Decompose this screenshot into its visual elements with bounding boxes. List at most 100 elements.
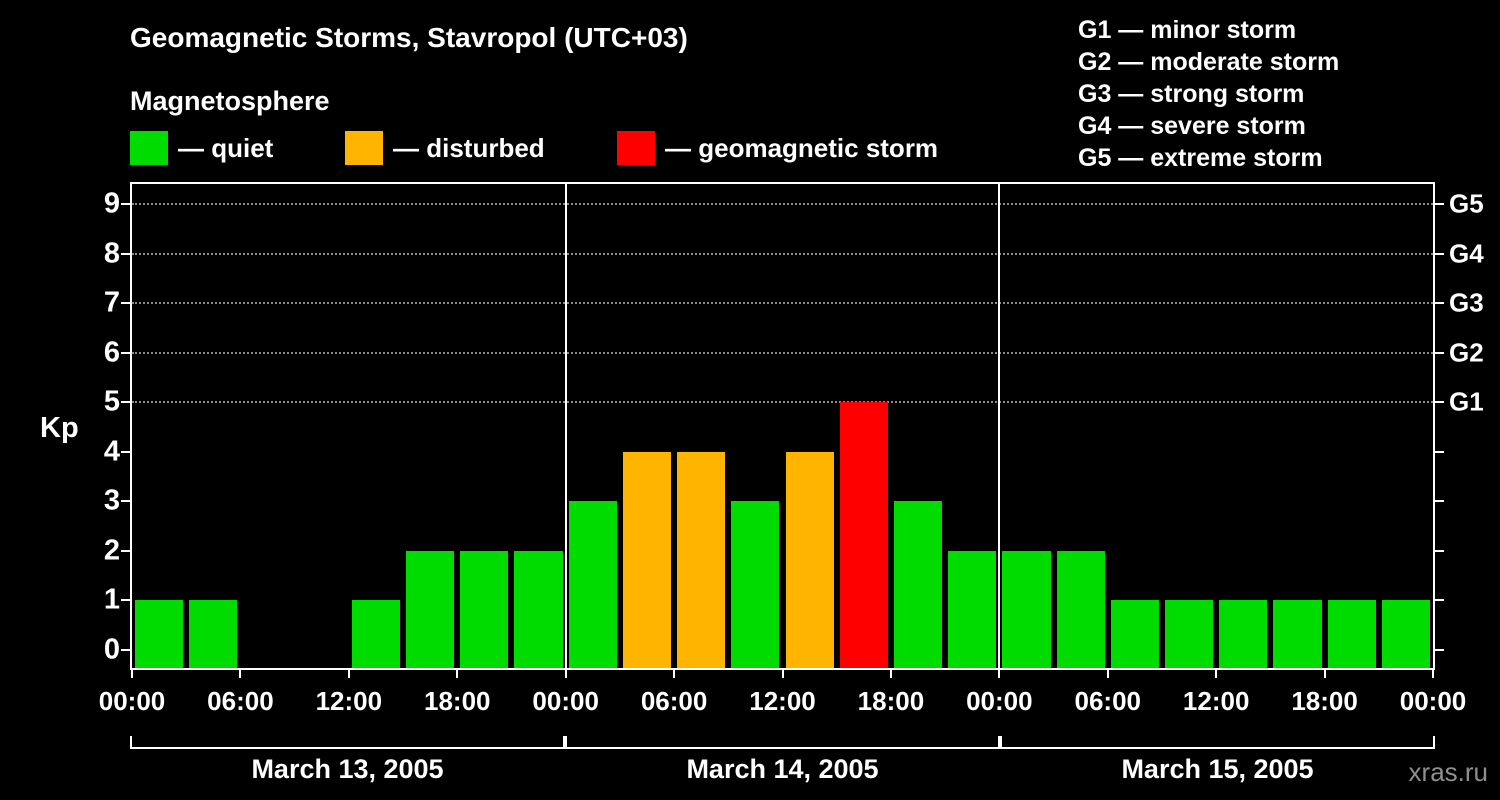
- ytick-mark-right: [1435, 549, 1444, 552]
- xtick-mark: [1432, 670, 1434, 678]
- g-axis-label-G4: G4: [1449, 238, 1484, 269]
- ytick-mark-right: [1435, 649, 1444, 651]
- g-axis-label-G3: G3: [1449, 287, 1484, 318]
- ytick-label-0: 0: [103, 633, 120, 666]
- date-bracket: [1000, 736, 1435, 749]
- kp-bar: [785, 451, 834, 668]
- ytick-label-7: 7: [103, 286, 120, 319]
- kp-bar: [731, 501, 780, 668]
- kp-bar: [1002, 550, 1051, 668]
- xtick-mark: [889, 670, 892, 678]
- g-legend-line-1: G1 — minor storm: [1078, 16, 1297, 44]
- ytick-mark-right: [1435, 450, 1444, 453]
- g-scale-legend: G1 — minor storm G2 — moderate storm G3 — …: [1078, 14, 1339, 174]
- gridline-kp5: [132, 401, 1433, 404]
- xtick-label: 12:00: [1182, 686, 1250, 716]
- xtick-mark: [1215, 670, 1218, 678]
- ytick-label-8: 8: [103, 237, 120, 270]
- g-legend-line-2: G2 — moderate storm: [1078, 48, 1340, 76]
- kp-bar: [1110, 600, 1159, 668]
- page-title: Geomagnetic Storms, Stavropol (UTC+03): [130, 22, 688, 53]
- kp-bar: [948, 550, 997, 668]
- ytick-mark-left: [121, 599, 130, 602]
- xtick-mark: [1323, 670, 1326, 678]
- magnetosphere-label: Magnetosphere: [130, 86, 330, 116]
- xtick-label: 12:00: [315, 686, 383, 716]
- ytick-label-4: 4: [103, 435, 120, 468]
- kp-bar: [351, 600, 401, 668]
- xtick-label: 12:00: [749, 686, 816, 716]
- plot-area: [130, 182, 1435, 670]
- kp-bar: [677, 451, 726, 668]
- xtick-mark: [673, 670, 676, 678]
- ytick-mark-right: [1435, 500, 1444, 503]
- storm-label: — geomagnetic storm: [665, 133, 939, 163]
- ytick-mark-left: [121, 401, 130, 404]
- plot-inner: [132, 184, 1433, 668]
- kp-bar: [1381, 600, 1430, 668]
- xtick-label: 06:00: [640, 686, 708, 716]
- day-separator: [998, 184, 1001, 668]
- ytick-mark-left: [121, 450, 130, 453]
- ytick-mark-left: [121, 203, 130, 205]
- ytick-mark-right: [1435, 203, 1444, 205]
- g-legend-line-3: G3 — strong storm: [1078, 80, 1305, 108]
- xtick-label: 06:00: [207, 686, 274, 716]
- kp-bar: [622, 451, 672, 668]
- g-legend-line-5: G5 — extreme storm: [1078, 144, 1323, 172]
- g-axis-label-G2: G2: [1449, 337, 1484, 368]
- kp-bar: [893, 501, 943, 668]
- ytick-label-2: 2: [103, 534, 120, 567]
- kp-axis-label: Kp: [40, 412, 79, 444]
- ytick-label-3: 3: [103, 484, 120, 517]
- date-bracket: [565, 736, 1000, 749]
- xtick-label: 00:00: [98, 686, 166, 716]
- kp-bar: [1327, 600, 1376, 668]
- ytick-mark-left: [121, 302, 130, 305]
- ytick-label-9: 9: [103, 187, 120, 220]
- date-bracket: [130, 736, 565, 749]
- xtick-label: 00:00: [966, 686, 1033, 716]
- g-axis-label-G5: G5: [1449, 188, 1484, 219]
- gridline-kp8: [132, 252, 1433, 255]
- xtick-mark: [239, 670, 242, 678]
- g-axis-label-G1: G1: [1449, 386, 1484, 417]
- xtick-label: 18:00: [857, 686, 925, 716]
- ytick-mark-right: [1435, 351, 1444, 354]
- xtick-mark: [781, 670, 784, 678]
- ytick-label-5: 5: [103, 385, 120, 418]
- ytick-mark-left: [121, 500, 130, 503]
- xtick-label: 06:00: [1074, 686, 1142, 716]
- xtick-label: 18:00: [424, 686, 491, 716]
- kp-bar: [135, 600, 184, 668]
- kp-bar: [1164, 600, 1214, 668]
- disturbed-swatch: [345, 131, 383, 165]
- kp-bar: [1056, 550, 1105, 668]
- kp-bar: [568, 501, 617, 668]
- kp-bar: [460, 550, 509, 668]
- quiet-label: — quiet: [178, 133, 274, 163]
- ytick-label-6: 6: [103, 336, 120, 369]
- ytick-label-1: 1: [103, 583, 120, 616]
- date-label: March 15, 2005: [1121, 754, 1314, 784]
- kp-bar: [839, 402, 888, 668]
- date-label: March 13, 2005: [251, 754, 444, 784]
- xtick-mark: [1106, 670, 1109, 678]
- ytick-mark-right: [1435, 252, 1444, 255]
- xtick-mark: [564, 670, 567, 678]
- xtick-mark: [131, 670, 133, 678]
- xtick-mark: [456, 670, 459, 678]
- ytick-mark-left: [121, 252, 130, 255]
- date-label: March 14, 2005: [686, 754, 879, 784]
- xtick-mark: [998, 670, 1001, 678]
- day-separator: [564, 184, 567, 668]
- ytick-mark-left: [121, 549, 130, 552]
- gridline-kp6: [132, 351, 1433, 354]
- kp-bar: [189, 600, 238, 668]
- ytick-mark-left: [121, 649, 130, 651]
- xtick-label: 18:00: [1291, 686, 1358, 716]
- disturbed-label: — disturbed: [393, 133, 545, 163]
- xtick-mark: [347, 670, 350, 678]
- xtick-label-final: 00:00: [1399, 686, 1467, 716]
